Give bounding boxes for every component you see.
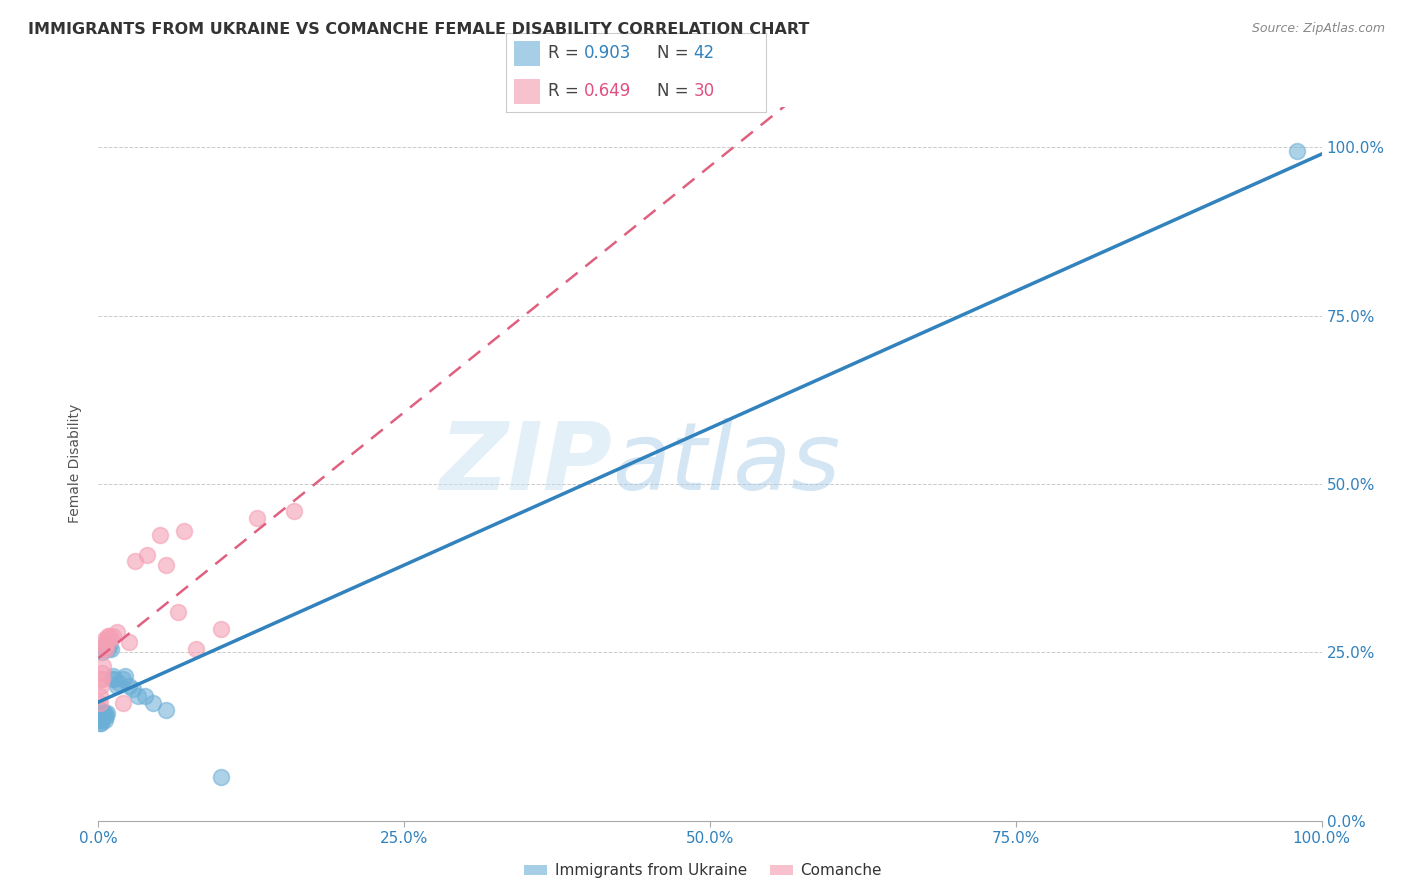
Text: N =: N = <box>657 45 695 62</box>
Point <box>283 504 305 518</box>
Text: 0.649: 0.649 <box>585 82 631 100</box>
Point <box>103 673 125 687</box>
Point <box>105 679 128 693</box>
Point <box>91 706 114 720</box>
Point <box>98 639 121 653</box>
Point <box>96 706 118 720</box>
Text: IMMIGRANTS FROM UKRAINE VS COMANCHE FEMALE DISABILITY CORRELATION CHART: IMMIGRANTS FROM UKRAINE VS COMANCHE FEMA… <box>28 22 810 37</box>
Point <box>93 713 115 727</box>
Point <box>91 713 114 727</box>
Point <box>89 713 111 727</box>
Point <box>91 706 114 720</box>
Point <box>108 675 131 690</box>
Point <box>209 770 232 784</box>
Point <box>167 605 190 619</box>
Point <box>173 524 195 538</box>
Point <box>91 665 114 680</box>
Point <box>94 642 117 657</box>
Point <box>98 628 121 642</box>
Point <box>149 527 172 541</box>
Point <box>90 673 112 687</box>
Text: Source: ZipAtlas.com: Source: ZipAtlas.com <box>1251 22 1385 36</box>
Point <box>155 702 177 716</box>
Point <box>93 706 115 720</box>
Point <box>100 632 122 646</box>
Point <box>90 702 112 716</box>
Point <box>142 696 165 710</box>
Point <box>209 622 232 636</box>
Point <box>94 642 117 657</box>
Text: 42: 42 <box>693 45 714 62</box>
Point <box>90 716 112 731</box>
Point <box>186 642 208 657</box>
Point <box>91 658 114 673</box>
Point <box>89 709 111 723</box>
Point <box>89 696 111 710</box>
Point <box>101 628 124 642</box>
Text: 30: 30 <box>693 82 714 100</box>
Point <box>93 639 115 653</box>
Point <box>89 706 111 720</box>
Point <box>124 554 146 568</box>
Point <box>89 702 111 716</box>
Point <box>155 558 177 572</box>
Bar <box>515 78 540 103</box>
Y-axis label: Female Disability: Female Disability <box>69 404 83 524</box>
Point <box>100 642 122 657</box>
Point <box>91 642 114 657</box>
Point <box>121 682 143 697</box>
Point <box>91 709 114 723</box>
Point <box>97 642 120 657</box>
Point <box>90 706 112 720</box>
Point <box>91 709 114 723</box>
Point <box>91 642 114 657</box>
Text: ZIP: ZIP <box>439 417 612 510</box>
Point <box>114 669 136 683</box>
Point <box>97 628 120 642</box>
Point <box>111 696 134 710</box>
Point <box>134 689 156 703</box>
Point <box>101 673 124 687</box>
Text: R =: R = <box>548 45 583 62</box>
Point <box>93 632 115 646</box>
Legend: Immigrants from Ukraine, Comanche: Immigrants from Ukraine, Comanche <box>517 857 889 884</box>
Point <box>118 679 141 693</box>
Point <box>90 679 112 693</box>
Text: N =: N = <box>657 82 695 100</box>
Point <box>105 625 128 640</box>
Text: R =: R = <box>548 82 583 100</box>
Point <box>91 645 114 659</box>
Point <box>111 673 134 687</box>
Point <box>1286 144 1309 158</box>
Point <box>101 669 124 683</box>
Point <box>96 639 118 653</box>
Point <box>246 510 269 524</box>
Point <box>90 709 112 723</box>
Point <box>93 639 115 653</box>
Point <box>127 689 149 703</box>
Point <box>136 548 159 562</box>
Point <box>89 689 111 703</box>
Point <box>118 635 141 649</box>
Point <box>90 713 112 727</box>
Text: atlas: atlas <box>612 418 841 509</box>
Point <box>94 709 117 723</box>
Bar <box>515 41 540 66</box>
Text: 0.903: 0.903 <box>585 45 631 62</box>
Point <box>96 632 118 646</box>
Point <box>91 673 114 687</box>
Point <box>89 716 111 731</box>
Point <box>94 635 117 649</box>
